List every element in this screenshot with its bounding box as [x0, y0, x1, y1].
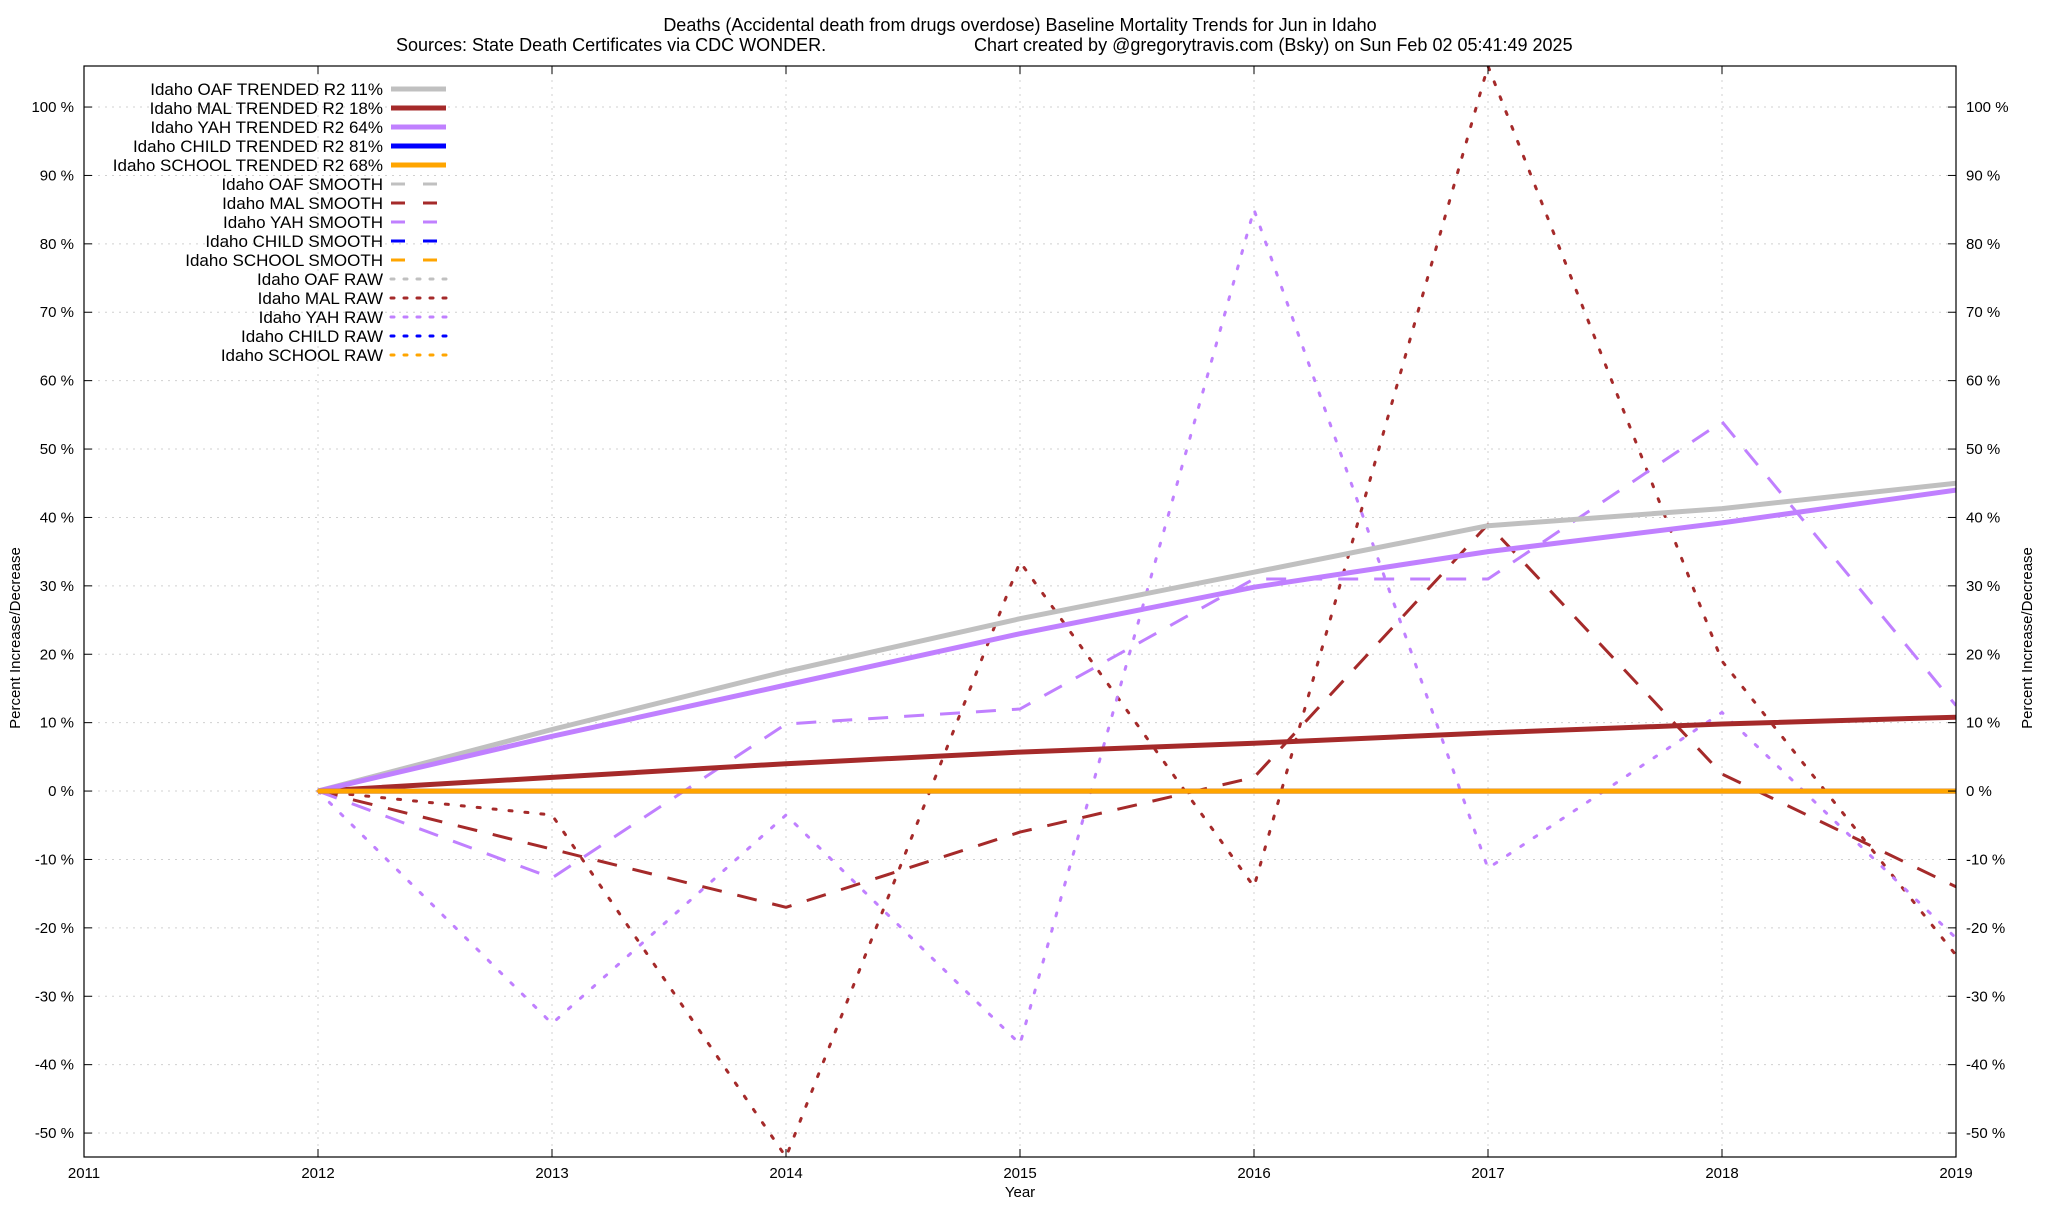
y-tick-label-right: 20 %	[1966, 646, 2000, 663]
chart-title: Deaths (Accidental death from drugs over…	[663, 15, 1376, 35]
y-axis-label-left: Percent Increase/Decrease	[7, 547, 24, 729]
x-tick-label: 2014	[769, 1165, 802, 1182]
series-line-idaho-oaf-trended-r2-11	[317, 480, 1956, 794]
legend-label-idaho-yah-trended-r2-64: Idaho YAH TRENDED R2 64%	[151, 118, 383, 137]
x-tick-label: 2011	[68, 1165, 100, 1182]
y-tick-label-right: 100 %	[1966, 99, 2009, 116]
y-tick-label-right: 0 %	[1966, 783, 1992, 800]
legend-label-idaho-child-smooth: Idaho CHILD SMOOTH	[205, 232, 383, 251]
y-tick-label-right: 30 %	[1966, 578, 2000, 595]
y-tick-label-right: 40 %	[1966, 509, 2000, 526]
series-line-idaho-mal-smooth	[317, 522, 1956, 909]
legend-label-idaho-mal-trended-r2-18: Idaho MAL TRENDED R2 18%	[150, 99, 383, 118]
x-axis-label: Year	[1005, 1184, 1035, 1200]
legend-label-idaho-school-smooth: Idaho SCHOOL SMOOTH	[185, 251, 383, 270]
y-tick-label-right: 50 %	[1966, 441, 2000, 458]
legend-label-idaho-oaf-trended-r2-11: Idaho OAF TRENDED R2 11%	[150, 80, 383, 99]
y-tick-label-right: -40 %	[1966, 1057, 2005, 1074]
legend-label-idaho-mal-smooth: Idaho MAL SMOOTH	[222, 194, 383, 213]
x-tick-label: 2019	[1939, 1165, 1972, 1182]
x-tick-label: 2015	[1003, 1165, 1036, 1182]
y-tick-label-left: 50 %	[40, 441, 74, 458]
y-tick-label-left: -40 %	[35, 1057, 74, 1074]
series-layer	[316, 66, 1956, 1157]
x-tick-label: 2012	[301, 1165, 334, 1182]
series-line-idaho-yah-smooth	[317, 420, 1956, 880]
tick-layer: 2011 2012 2013 2014 2015 2016 2017 2018 2019 -50 …	[31, 66, 2009, 1182]
y-tick-label-right: 10 %	[1966, 715, 2000, 732]
y-tick-label-left: -30 %	[35, 988, 74, 1005]
legend-label-idaho-mal-raw: Idaho MAL RAW	[258, 289, 383, 308]
legend-label-idaho-school-raw: Idaho SCHOOL RAW	[221, 346, 383, 365]
y-tick-label-left: -10 %	[35, 851, 74, 868]
y-tick-label-left: -20 %	[35, 920, 74, 937]
y-tick-label-left: 80 %	[40, 236, 74, 253]
y-tick-label-left: 100 %	[31, 99, 74, 116]
y-tick-label-right: 80 %	[1966, 236, 2000, 253]
y-tick-label-right: -10 %	[1966, 851, 2005, 868]
y-tick-label-left: 70 %	[40, 304, 74, 321]
y-tick-label-left: 30 %	[40, 578, 74, 595]
legend-label-idaho-yah-raw: Idaho YAH RAW	[259, 308, 383, 327]
legend-label-idaho-oaf-smooth: Idaho OAF SMOOTH	[221, 175, 383, 194]
y-tick-label-right: -20 %	[1966, 920, 2005, 937]
chart-subtitle-credit: Chart created by @gregorytravis.com (Bsk…	[974, 35, 1573, 55]
x-tick-label: 2017	[1471, 1165, 1504, 1182]
y-tick-label-right: -30 %	[1966, 988, 2005, 1005]
y-axis-label-right: Percent Increase/Decrease	[2019, 547, 2036, 729]
series-line-idaho-yah-trended-r2-64	[317, 487, 1956, 794]
series-line-idaho-yah-raw	[316, 208, 1956, 1046]
chart-subtitle-sources: Sources: State Death Certificates via CD…	[396, 35, 826, 55]
legend-label-idaho-oaf-raw: Idaho OAF RAW	[257, 270, 383, 289]
y-tick-label-right: 60 %	[1966, 373, 2000, 390]
legend-label-idaho-school-trended-r2-68: Idaho SCHOOL TRENDED R2 68%	[113, 156, 383, 175]
y-tick-label-left: -50 %	[35, 1125, 74, 1142]
legend-label-idaho-child-raw: Idaho CHILD RAW	[241, 327, 383, 346]
y-tick-label-left: 40 %	[40, 509, 74, 526]
x-tick-label: 2018	[1705, 1165, 1738, 1182]
y-tick-label-left: 10 %	[40, 715, 74, 732]
y-tick-label-left: 0 %	[48, 783, 74, 800]
series-line-idaho-mal-raw	[316, 66, 1956, 1157]
legend-label-idaho-yah-smooth: Idaho YAH SMOOTH	[223, 213, 383, 232]
legend-label-idaho-child-trended-r2-81: Idaho CHILD TRENDED R2 81%	[133, 137, 383, 156]
x-tick-label: 2016	[1237, 1165, 1270, 1182]
y-tick-label-right: -50 %	[1966, 1125, 2005, 1142]
y-tick-label-left: 60 %	[40, 373, 74, 390]
y-tick-label-right: 90 %	[1966, 167, 2000, 184]
x-tick-label: 2013	[535, 1165, 568, 1182]
series-line-idaho-mal-trended-r2-18	[317, 714, 1956, 794]
y-tick-label-right: 70 %	[1966, 304, 2000, 321]
legend: Idaho OAF TRENDED R2 11%Idaho MAL TRENDE…	[113, 80, 448, 365]
y-tick-label-left: 90 %	[40, 167, 74, 184]
y-tick-label-left: 20 %	[40, 646, 74, 663]
